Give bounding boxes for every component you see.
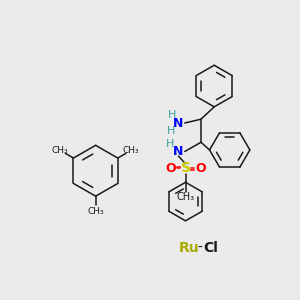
Text: CH₃: CH₃ xyxy=(52,146,68,155)
Text: N: N xyxy=(173,116,184,130)
Text: H: H xyxy=(167,110,176,120)
Text: CH₃: CH₃ xyxy=(87,207,104,216)
Text: H: H xyxy=(167,126,175,136)
Text: N: N xyxy=(173,145,184,158)
Text: O: O xyxy=(195,162,206,175)
Text: H: H xyxy=(166,139,174,149)
Text: Ru: Ru xyxy=(178,241,199,255)
Text: CH₃: CH₃ xyxy=(123,146,140,155)
Text: O: O xyxy=(166,162,176,175)
Text: -: - xyxy=(198,241,203,255)
Text: Cl: Cl xyxy=(204,241,218,255)
Text: S: S xyxy=(181,161,190,176)
Text: CH₃: CH₃ xyxy=(176,192,195,202)
